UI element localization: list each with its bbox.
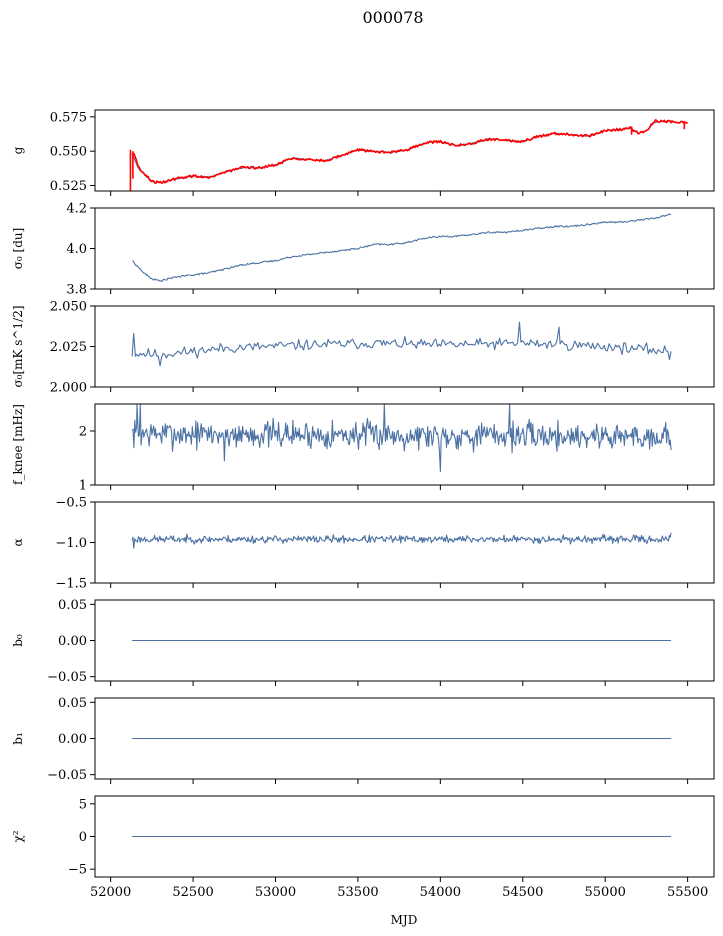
- panel-3: 2.000 2.025 2.050 σ₀[mK s^1/2]: [11, 300, 715, 396]
- series-line-1: [132, 213, 672, 282]
- y-axis-label: χ²: [11, 830, 25, 842]
- panel-8: −5 0 5 52000 52500 53000 53500 54000 54500 55000 5…: [11, 795, 715, 900]
- y-tick-label: 4.0: [66, 242, 87, 257]
- y-tick-label: −0.5: [55, 496, 87, 511]
- y-tick-label: −1.0: [55, 536, 87, 551]
- panel-4: 1 2 f_knee [mHz]: [11, 403, 715, 494]
- y-tick-label: 5: [79, 797, 87, 812]
- panel-7: −0.05 0.00 0.05 b₁: [11, 696, 715, 784]
- y-tick-label: 0.550: [50, 145, 87, 160]
- y-axis-label: b₁: [11, 732, 25, 745]
- series-line-2: [132, 119, 689, 185]
- x-tick-label: 52500: [172, 885, 213, 900]
- panel-2: 3.8 4.0 4.2 σ₀ [du]: [11, 202, 715, 298]
- plot-area: [129, 119, 689, 191]
- y-tick-label: 1: [79, 479, 87, 494]
- y-tick-label: 4.2: [66, 202, 87, 217]
- x-tick-label: 53000: [255, 885, 296, 900]
- y-tick-label: −0.05: [47, 670, 87, 685]
- x-axis-label: MJD: [391, 913, 418, 927]
- y-tick-label: 0.05: [58, 598, 87, 613]
- y-axis-label: σ₀[mK s^1/2]: [11, 305, 25, 387]
- y-tick-label: 0.00: [58, 634, 87, 649]
- y-tick-label: 0.00: [58, 732, 87, 747]
- panel-frame: [94, 403, 715, 486]
- y-tick-label: 0.05: [58, 696, 87, 711]
- chart-title: 000078: [362, 8, 423, 27]
- plot-area: [132, 213, 672, 282]
- plot-area: [131, 321, 672, 367]
- y-tick-label: −1.5: [55, 577, 87, 592]
- panel-frame: [94, 109, 715, 192]
- plot-area: [131, 532, 672, 549]
- panel-frame: [94, 501, 715, 584]
- y-axis-label: b₀: [11, 634, 25, 647]
- series-line-1: [131, 321, 672, 367]
- y-axis-label: f_knee [mHz]: [11, 404, 25, 485]
- x-tick-label: 55000: [585, 885, 626, 900]
- y-tick-label: 0: [79, 830, 87, 845]
- x-tick-label: 55500: [667, 885, 708, 900]
- series-line-1: [131, 532, 672, 549]
- series-line-1: [131, 120, 672, 184]
- y-axis-label: g: [11, 146, 25, 154]
- y-tick-label: 0.575: [50, 110, 87, 125]
- panel-frame: [94, 305, 715, 388]
- x-tick-label: 53500: [337, 885, 378, 900]
- x-tick-label: 52000: [90, 885, 131, 900]
- y-tick-label: 2.000: [50, 381, 87, 396]
- series-line-1: [131, 404, 672, 473]
- y-axis-label: α: [11, 538, 25, 546]
- plot-area: [131, 404, 672, 473]
- panel-frame: [94, 207, 715, 290]
- y-tick-label: 2: [79, 425, 87, 440]
- x-tick-label: 54500: [502, 885, 543, 900]
- x-tick-label: 54000: [420, 885, 461, 900]
- y-tick-label: −0.05: [47, 768, 87, 783]
- y-tick-label: 0.525: [50, 179, 87, 194]
- panel-6: −0.05 0.00 0.05 b₀: [11, 598, 715, 686]
- y-axis-label: σ₀ [du]: [11, 228, 25, 270]
- y-tick-label: 3.8: [66, 283, 87, 298]
- panel-1: 0.525 0.550 0.575 g: [11, 109, 715, 196]
- y-tick-label: −5: [68, 863, 87, 878]
- y-tick-label: 2.050: [50, 300, 87, 315]
- panel-5: −1.5 −1.0 −0.5 α: [11, 496, 715, 592]
- y-tick-label: 2.025: [50, 340, 87, 355]
